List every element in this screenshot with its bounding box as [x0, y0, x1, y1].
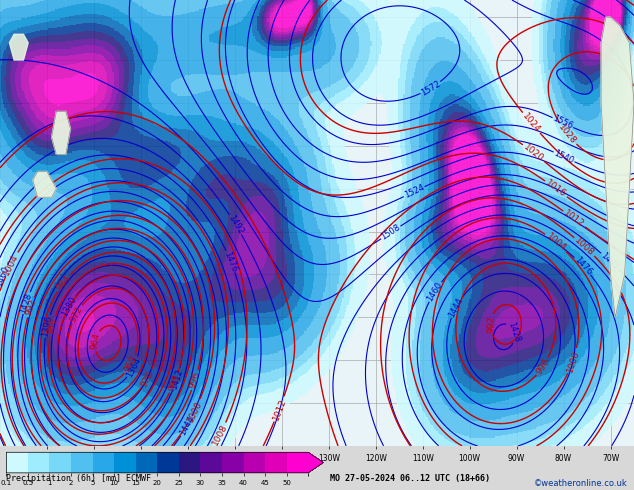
Text: 1524: 1524 — [403, 183, 425, 200]
Polygon shape — [601, 17, 634, 318]
Text: 1508: 1508 — [380, 223, 402, 242]
Text: 996: 996 — [188, 370, 202, 390]
Text: 1492: 1492 — [599, 251, 621, 271]
Text: 1396: 1396 — [41, 315, 54, 338]
Text: 1364: 1364 — [124, 356, 142, 379]
Polygon shape — [33, 172, 56, 197]
Text: 1444: 1444 — [178, 415, 196, 438]
Polygon shape — [51, 112, 70, 154]
Text: 968: 968 — [122, 355, 139, 374]
Text: 1380: 1380 — [60, 294, 79, 318]
Text: 1572: 1572 — [419, 79, 442, 98]
Text: 1460: 1460 — [0, 265, 11, 288]
Text: 1024: 1024 — [521, 111, 542, 135]
Text: 1428: 1428 — [506, 320, 522, 343]
Text: 1428: 1428 — [19, 292, 34, 314]
Text: 1460: 1460 — [425, 280, 444, 303]
Text: 1476: 1476 — [572, 255, 593, 277]
Text: 992: 992 — [486, 316, 496, 333]
Text: 1004: 1004 — [544, 232, 567, 253]
Text: Precipitation (6h) [mm] ECMWF: Precipitation (6h) [mm] ECMWF — [6, 474, 152, 483]
Text: 1556: 1556 — [552, 114, 574, 131]
Text: 984: 984 — [55, 273, 72, 293]
Text: 1016: 1016 — [544, 178, 568, 199]
Text: 1028: 1028 — [557, 122, 578, 146]
PathPatch shape — [308, 452, 323, 473]
Text: 1540: 1540 — [553, 148, 576, 166]
Text: ©weatheronline.co.uk: ©weatheronline.co.uk — [534, 479, 628, 488]
Text: 996: 996 — [534, 357, 552, 376]
Text: 1444: 1444 — [447, 296, 465, 318]
Text: 992: 992 — [23, 298, 38, 317]
Text: 1020: 1020 — [522, 143, 545, 164]
Text: 1008: 1008 — [210, 422, 229, 447]
Text: 964: 964 — [89, 332, 101, 350]
Text: 1008: 1008 — [573, 236, 596, 258]
Text: 1000: 1000 — [565, 348, 581, 373]
Text: 976: 976 — [139, 369, 155, 389]
Text: 988: 988 — [167, 373, 181, 392]
Text: 1492: 1492 — [226, 213, 245, 236]
Text: MO 27-05-2024 06..12 UTC (18+66): MO 27-05-2024 06..12 UTC (18+66) — [330, 474, 489, 483]
Text: 972: 972 — [68, 304, 84, 324]
Text: 980: 980 — [46, 317, 59, 336]
Text: 1004: 1004 — [2, 252, 21, 276]
Text: 1476: 1476 — [223, 250, 239, 273]
Text: 1000: 1000 — [185, 399, 204, 423]
Polygon shape — [10, 34, 28, 60]
Text: 1012: 1012 — [271, 397, 288, 421]
Text: 1412: 1412 — [169, 368, 184, 390]
Text: 1012: 1012 — [562, 209, 586, 229]
